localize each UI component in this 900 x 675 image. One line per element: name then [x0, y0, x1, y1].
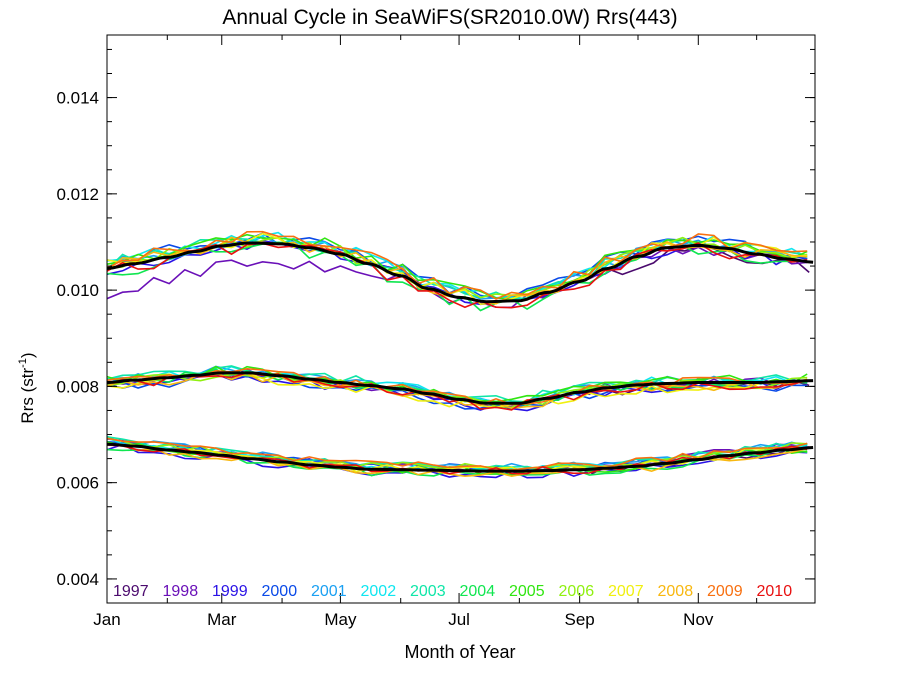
legend-entry-1998: 1998 [163, 583, 199, 600]
series-line-upper-2009 [106, 230, 808, 300]
legend-entry-2007: 2007 [608, 583, 644, 600]
y-tick-label: 0.006 [56, 474, 99, 493]
legend-entry-2004: 2004 [460, 583, 496, 600]
x-axis-label: Month of Year [404, 642, 515, 662]
legend-entry-2010: 2010 [757, 583, 793, 600]
x-tick-label: Mar [207, 610, 237, 629]
legend-entry-2005: 2005 [509, 583, 545, 600]
legend-entry-2008: 2008 [658, 583, 694, 600]
y-tick-label: 0.008 [56, 377, 99, 396]
chart-title: Annual Cycle in SeaWiFS(SR2010.0W) Rrs(4… [222, 6, 677, 29]
x-tick-label: Nov [683, 610, 714, 629]
series-line-lower-1998 [106, 438, 808, 472]
x-tick-label: Sep [565, 610, 595, 629]
y-axis-label-close: ) [18, 352, 37, 358]
climatology-line-middle [106, 371, 814, 405]
y-tick-label: 0.004 [56, 570, 99, 589]
plot-frame [106, 34, 816, 604]
legend-entry-1997: 1997 [113, 583, 149, 600]
x-tick-label: Jul [448, 610, 470, 629]
y-tick-label: 0.012 [56, 185, 99, 204]
series-line-middle-2009 [106, 367, 808, 406]
y-axis-label: Rrs (str-1) [17, 352, 37, 423]
series-layer [106, 230, 810, 479]
climatology-line-upper [106, 241, 814, 304]
legend: 1997 1998 1999 2000 2001 2002 2003 2004 2005 2006… [113, 583, 792, 600]
y-tick-label: 0.014 [56, 89, 99, 108]
legend-entry-1999: 1999 [212, 583, 248, 600]
legend-entry-2009: 2009 [707, 583, 743, 600]
y-axis-label-sup: -1 [17, 358, 29, 368]
legend-entry-2000: 2000 [262, 583, 298, 600]
climatology-line-lower [106, 442, 814, 473]
x-tick-label: May [324, 610, 357, 629]
legend-entry-2001: 2001 [311, 583, 347, 600]
legend-entry-2006: 2006 [559, 583, 595, 600]
legend-entry-2002: 2002 [361, 583, 397, 600]
x-tick-label: Jan [93, 610, 120, 629]
legend-entry-2003: 2003 [410, 583, 446, 600]
series-line-lower-2009 [106, 437, 808, 471]
y-tick-label: 0.010 [56, 281, 99, 300]
series-line-upper-2004 [106, 241, 808, 312]
axis-layer: 0.004 0.006 0.008 0.010 0.012 0.014 Jan Mar May J… [56, 35, 815, 629]
y-axis-label-main: Rrs (str [18, 368, 37, 424]
climatology-layer [106, 241, 814, 473]
